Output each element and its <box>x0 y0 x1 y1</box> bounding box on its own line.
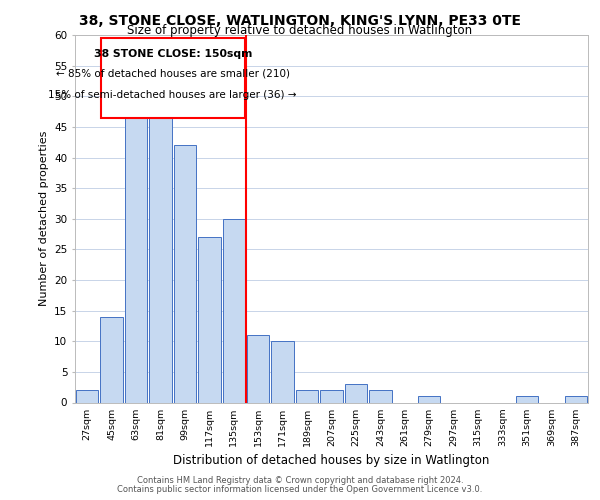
Bar <box>320 390 343 402</box>
Bar <box>149 96 172 403</box>
Text: 38 STONE CLOSE: 150sqm: 38 STONE CLOSE: 150sqm <box>94 49 252 59</box>
Y-axis label: Number of detached properties: Number of detached properties <box>38 131 49 306</box>
Bar <box>515 396 538 402</box>
Bar <box>101 38 245 117</box>
Bar <box>565 396 587 402</box>
Text: Size of property relative to detached houses in Watlington: Size of property relative to detached ho… <box>127 24 473 37</box>
Text: ← 85% of detached houses are smaller (210): ← 85% of detached houses are smaller (21… <box>56 68 290 78</box>
Text: 15% of semi-detached houses are larger (36) →: 15% of semi-detached houses are larger (… <box>49 90 297 100</box>
Bar <box>271 341 294 402</box>
Bar <box>198 237 221 402</box>
Bar <box>125 96 148 403</box>
Bar <box>76 390 98 402</box>
Bar <box>418 396 440 402</box>
Text: Contains public sector information licensed under the Open Government Licence v3: Contains public sector information licen… <box>118 484 482 494</box>
Text: 38, STONE CLOSE, WATLINGTON, KING'S LYNN, PE33 0TE: 38, STONE CLOSE, WATLINGTON, KING'S LYNN… <box>79 14 521 28</box>
Text: Contains HM Land Registry data © Crown copyright and database right 2024.: Contains HM Land Registry data © Crown c… <box>137 476 463 485</box>
Bar <box>247 335 269 402</box>
Bar <box>296 390 319 402</box>
X-axis label: Distribution of detached houses by size in Watlington: Distribution of detached houses by size … <box>173 454 490 468</box>
Bar <box>369 390 392 402</box>
Bar <box>173 146 196 402</box>
Bar <box>100 317 123 402</box>
Bar <box>223 219 245 402</box>
Bar <box>344 384 367 402</box>
